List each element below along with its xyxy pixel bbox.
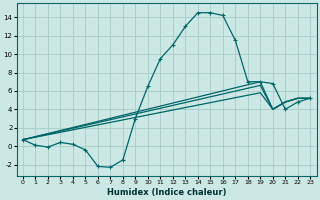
X-axis label: Humidex (Indice chaleur): Humidex (Indice chaleur) xyxy=(107,188,226,197)
